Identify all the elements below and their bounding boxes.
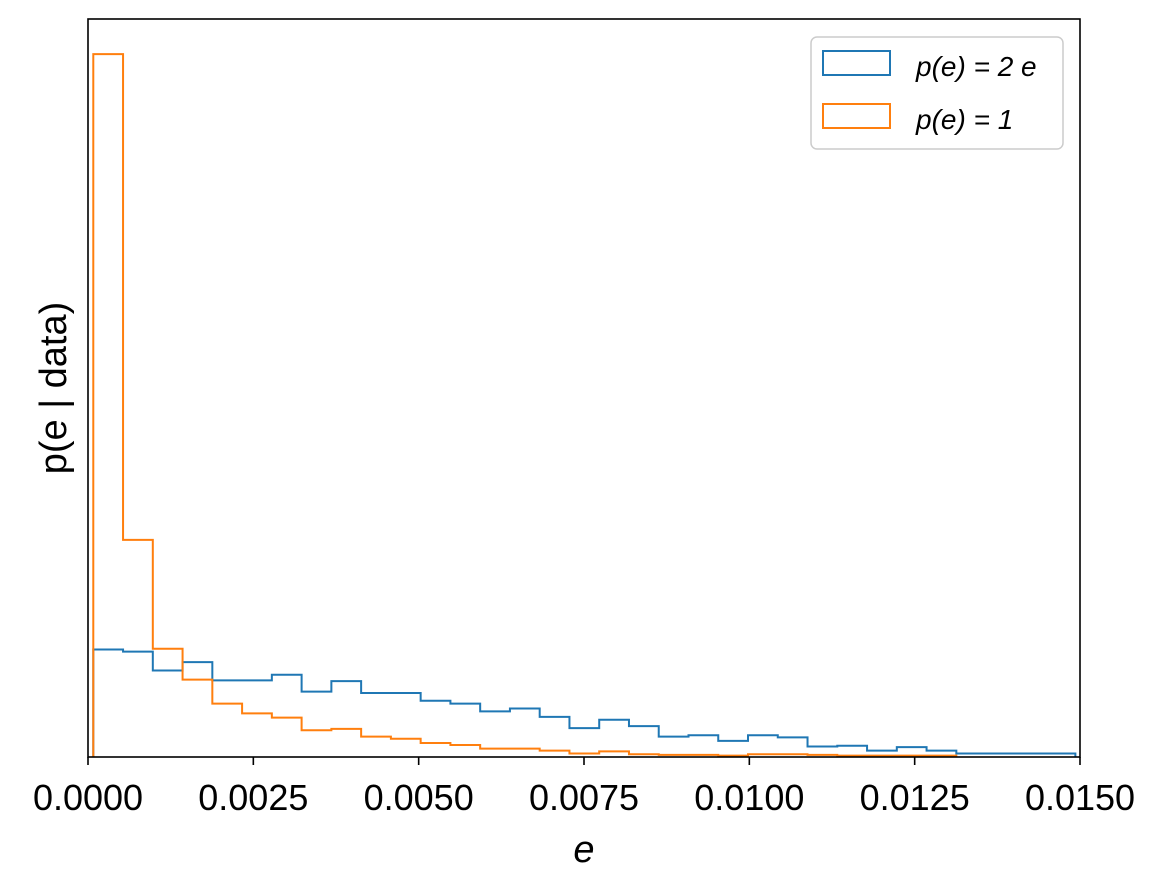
series-2-bin-10	[361, 737, 391, 757]
series-2-bin-7	[272, 718, 302, 757]
series-2-bin-9	[331, 729, 361, 757]
x-tick-label: 0.0025	[198, 777, 308, 818]
series-2-step-outline	[92, 53, 958, 757]
series-layer	[92, 53, 1077, 757]
x-tick-label: 0.0150	[1025, 777, 1135, 818]
x-axis-label: e	[573, 829, 594, 871]
legend: p(e) = 2 e p(e) = 1	[810, 36, 1064, 150]
series-2-bin-2	[123, 540, 153, 757]
legend-swatch-series-2	[822, 103, 891, 129]
series-2-bin-1	[93, 54, 123, 757]
legend-label-series-1: p(e) = 2 e	[915, 51, 1037, 82]
series-1-bin-21	[688, 735, 718, 757]
series-2-bin-16	[540, 751, 570, 757]
series-1-bin-19	[629, 726, 659, 757]
x-tick-label: 0.0100	[694, 777, 804, 818]
series-2-bin-12	[421, 743, 451, 757]
series-2-bin-14	[480, 749, 510, 757]
series-2-bin-6	[242, 713, 272, 757]
series-2-bin-15	[510, 749, 540, 757]
series-2-bin-13	[450, 745, 480, 757]
x-tick-label: 0.0075	[529, 777, 639, 818]
x-tick-label: 0.0125	[860, 777, 970, 818]
legend-swatch-series-1	[822, 50, 891, 76]
series-2-bin-18	[599, 751, 629, 757]
series-1-bin-22	[718, 741, 748, 757]
x-axis-ticks: 0.0000 0.0025 0.0050 0.0075 0.0100 0.0125 0.01…	[33, 757, 1135, 818]
x-tick-label: 0.0050	[364, 777, 474, 818]
series-2-bin-3	[153, 649, 183, 757]
series-2-bin-11	[391, 739, 421, 757]
legend-label-series-2: p(e) = 1	[915, 104, 1013, 135]
legend-frame	[810, 36, 1064, 150]
x-tick-label: 0.0000	[33, 777, 143, 818]
series-2-bin-8	[302, 730, 332, 757]
series-2-bin-4	[183, 680, 213, 757]
series-2-bin-5	[212, 704, 242, 757]
series-1-step-outline	[92, 648, 1077, 757]
y-axis-label: p(e | data)	[33, 302, 75, 475]
